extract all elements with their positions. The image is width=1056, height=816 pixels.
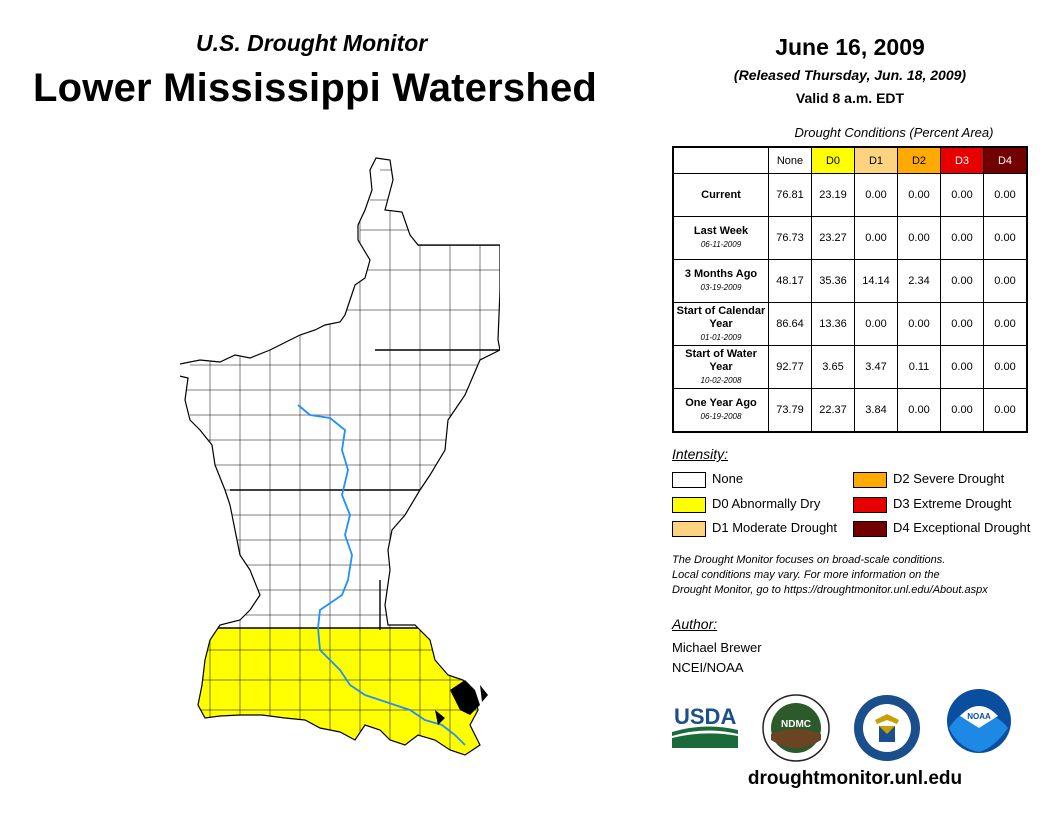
table-cell: 35.36 [811, 259, 855, 303]
table-cell: 0.00 [940, 173, 984, 217]
svg-text:NOAA: NOAA [967, 712, 991, 721]
row-date: 01-01-2009 [700, 332, 742, 342]
disclaimer-note: The Drought Monitor focuses on broad-sca… [672, 554, 988, 596]
noaa-logo: NOAA [947, 689, 1011, 753]
legend-item: None [672, 471, 743, 488]
table-cell: 0.00 [897, 302, 941, 346]
watershed-outline [180, 157, 500, 756]
table-cell: 23.27 [811, 216, 855, 260]
table-cell: 0.00 [983, 345, 1028, 389]
column-header: None [768, 146, 812, 174]
table-cell: 2.34 [897, 259, 941, 303]
row-date: 10-02-2008 [700, 375, 742, 385]
table-cell: 86.64 [768, 302, 812, 346]
table-cell: 0.00 [854, 216, 898, 260]
legend-swatch [672, 520, 706, 537]
table-cell: 3.47 [854, 345, 898, 389]
row-label: 3 Months Ago [684, 268, 758, 280]
svg-text:USDA: USDA [674, 704, 736, 729]
author-name: Michael Brewer [672, 640, 762, 655]
table-cell: 22.37 [811, 388, 855, 432]
column-header: D4 [983, 146, 1028, 174]
legend-item: D4 Exceptional Drought [853, 520, 1030, 537]
row-label: Current [701, 188, 741, 201]
legend-swatch [853, 471, 887, 488]
table-cell: 0.00 [940, 259, 984, 303]
table-row: Last Week 06-11-2009 76.73 23.27 0.00 0.0… [672, 216, 1028, 260]
row-date: 06-11-2009 [700, 240, 742, 249]
table-cell: 0.00 [940, 345, 984, 389]
mississippi-river [297, 404, 466, 746]
table-cell: 0.00 [940, 388, 984, 432]
table-cell: 0.00 [940, 302, 984, 346]
watershed-map [180, 157, 500, 756]
column-header: D2 [897, 146, 941, 174]
row-label: Start of Water Year [685, 347, 757, 373]
table-cell: 0.00 [897, 173, 941, 217]
table-row: 3 Months Ago 03-19-2009 48.17 35.36 14.14… [672, 259, 1028, 303]
table-cell: 3.65 [811, 345, 855, 389]
table-cell: 0.00 [940, 216, 984, 260]
legend-swatch [853, 520, 887, 537]
table-cell: 73.79 [768, 388, 812, 432]
table-cell: 0.00 [983, 173, 1028, 217]
legend-item: D0 Abnormally Dry [672, 496, 820, 513]
release-date: (Released Thursday, Jun. 18, 2009) [733, 67, 967, 83]
column-header: D0 [811, 146, 855, 174]
row-label: Last Week [693, 225, 749, 237]
table-cell: 92.77 [768, 345, 812, 389]
row-date: 03-19-2009 [700, 283, 742, 292]
table-cell: 0.00 [854, 302, 898, 346]
column-header: D3 [940, 146, 984, 174]
table-cell: 76.73 [768, 216, 812, 260]
table-cell: 76.81 [768, 173, 812, 217]
table-cell: 0.00 [897, 216, 941, 260]
svg-text:NDMC: NDMC [781, 719, 811, 730]
author-org: NCEI/NOAA [672, 660, 744, 675]
legend-item: D3 Extreme Drought [853, 496, 1012, 513]
table-cell: 0.00 [983, 216, 1028, 260]
commerce-seal [854, 695, 920, 761]
table-cell: 3.84 [854, 388, 898, 432]
table-cell: 13.36 [811, 302, 855, 346]
table-cell: 0.00 [983, 302, 1028, 346]
table-cell: 14.14 [854, 259, 898, 303]
legend-item: D2 Severe Drought [853, 471, 1004, 488]
table-row: Start of Water Year 10-02-2008 92.77 3.65… [672, 345, 1028, 389]
table-row: One Year Ago 06-19-2008 73.79 22.37 3.84 … [672, 388, 1028, 432]
row-label: Start of Calendar Year [676, 304, 766, 330]
legend-swatch [672, 471, 706, 488]
legend-title: Intensity: [672, 446, 729, 462]
legend-item: D1 Moderate Drought [672, 520, 837, 537]
valid-time: Valid 8 a.m. EDT [795, 90, 905, 106]
usda-logo: USDA [672, 704, 738, 748]
author-title: Author: [672, 616, 718, 632]
supertitle: U.S. Drought Monitor [196, 30, 428, 56]
table-row: Current 76.81 23.19 0.00 0.00 0.00 0.00 [672, 173, 1028, 217]
author-block: Michael Brewer NCEI/NOAA [672, 638, 762, 678]
column-header: D1 [854, 146, 898, 174]
table-row: Start of Calendar Year 01-01-2009 86.64 1… [672, 302, 1028, 346]
map-title: Lower Mississippi Watershed [33, 66, 598, 110]
table-caption: Drought Conditions (Percent Area) [794, 125, 994, 140]
row-label: One Year Ago [685, 396, 757, 409]
table-cell: 0.00 [983, 388, 1028, 432]
row-date: 06-19-2008 [700, 411, 742, 421]
table-cell: 0.11 [897, 345, 941, 389]
legend-swatch [672, 496, 706, 513]
footer-url[interactable]: droughtmonitor.unl.edu [747, 768, 963, 789]
table-cell: 23.19 [811, 173, 855, 217]
table-cell: 0.00 [854, 173, 898, 217]
ndmc-logo: NDMC [762, 694, 830, 762]
table-cell: 0.00 [983, 259, 1028, 303]
table-cell: 48.17 [768, 259, 812, 303]
drought-d0-area [180, 628, 500, 755]
map-date: June 16, 2009 [775, 34, 925, 60]
legend-swatch [853, 496, 887, 513]
delta-marsh-islands [435, 680, 488, 725]
drought-conditions-table: None D0 D1 D2 D3 D4 Current 76.81 23.19 … [672, 146, 1028, 433]
table-cell: 0.00 [897, 388, 941, 432]
